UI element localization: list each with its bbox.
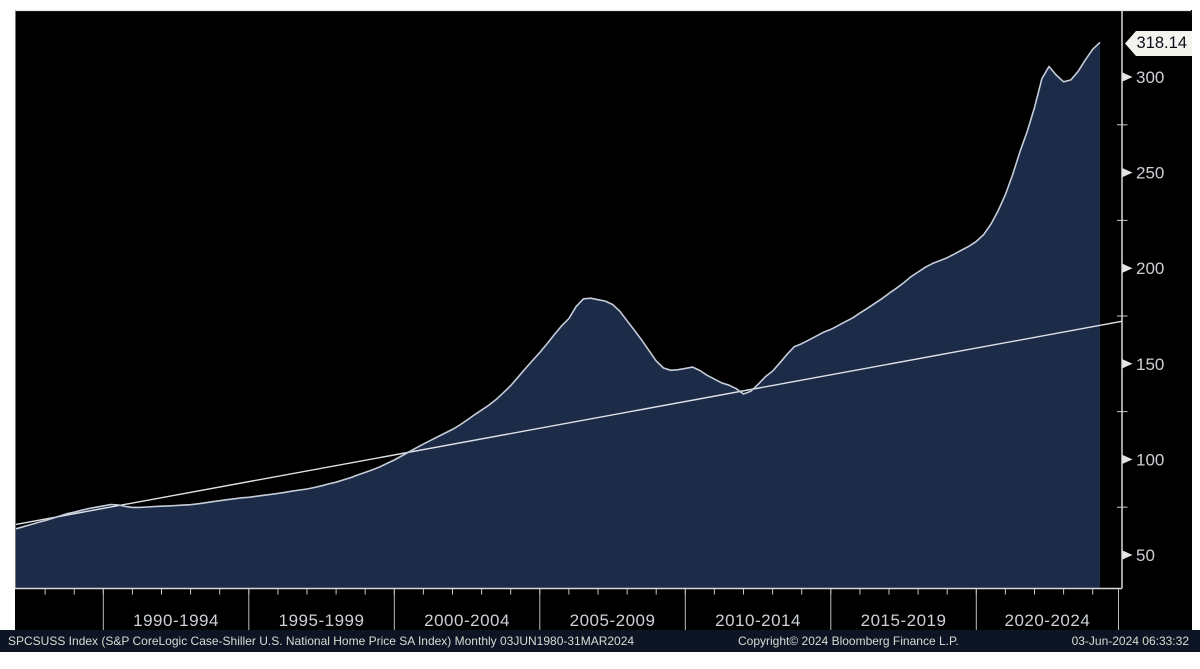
- price-area-fill: [16, 42, 1100, 589]
- y-axis-tick-arrow: [1122, 168, 1133, 178]
- y-axis-tick-arrow: [1122, 263, 1133, 273]
- x-axis-bucket-label: 1995-1999: [279, 611, 365, 630]
- x-axis-bucket-label: 2005-2009: [570, 611, 656, 630]
- x-axis-bucket-label: 2020-2024: [1004, 611, 1090, 630]
- x-axis-bucket-label: 1990-1994: [133, 611, 219, 630]
- y-axis-label: 100: [1136, 450, 1164, 469]
- y-axis-label: 300: [1136, 68, 1164, 87]
- x-axis-bucket-label: 2000-2004: [424, 611, 510, 630]
- y-axis-tick-arrow: [1122, 550, 1133, 560]
- last-price-callout: 318.14: [1125, 31, 1192, 56]
- y-axis-label: 250: [1136, 164, 1164, 183]
- x-axis-bucket-label: 2010-2014: [715, 611, 801, 630]
- price-line: [15, 41, 1101, 530]
- y-axis-tick-arrow: [1122, 359, 1133, 369]
- y-axis-label: 200: [1136, 259, 1164, 278]
- footer-copyright: Copyright© 2024 Bloomberg Finance L.P.: [738, 634, 959, 648]
- footer-bar: SPCSUSS Index (S&P CoreLogic Case-Shille…: [0, 630, 1200, 652]
- y-axis-tick-arrow: [1122, 72, 1133, 82]
- y-axis-tick-arrow: [1122, 454, 1133, 464]
- footer-security-description: SPCSUSS Index (S&P CoreLogic Case-Shille…: [8, 634, 635, 648]
- x-axis-bucket-label: 2015-2019: [861, 611, 947, 630]
- footer-timestamp: 03-Jun-2024 06:33:32: [1071, 634, 1189, 648]
- y-axis-label: 150: [1136, 355, 1164, 374]
- y-axis-label: 50: [1136, 546, 1155, 565]
- last-price-value: 318.14: [1136, 34, 1187, 52]
- trend-line: [15, 320, 1122, 526]
